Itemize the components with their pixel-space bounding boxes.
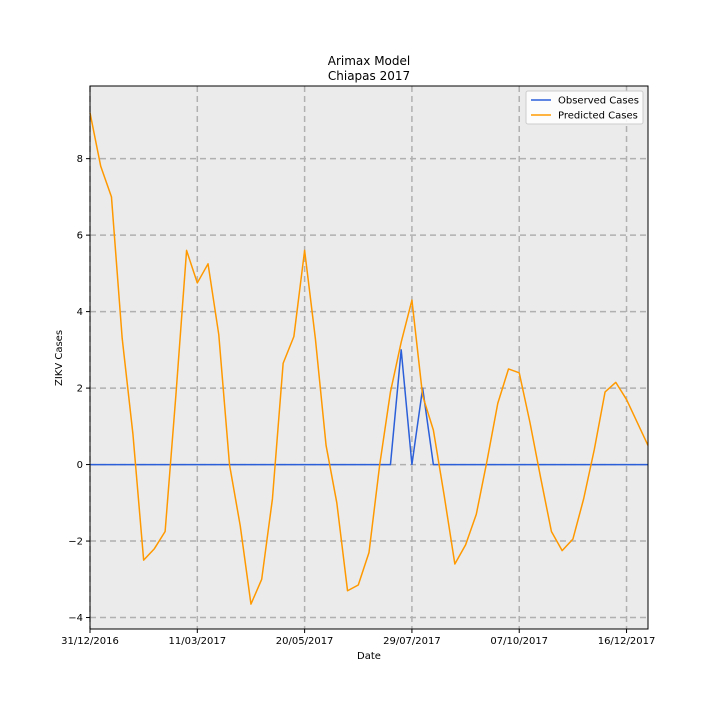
plot-area: 31/12/2016 11/03/2017 20/05/2017 29/07/2017…	[61, 85, 656, 647]
series-line-predicted-cases	[89, 112, 649, 605]
y-tick-label: 0	[77, 460, 83, 471]
x-tick-label: 16/12/2017	[598, 636, 656, 647]
chart-title: Arimax Model	[328, 54, 410, 68]
y-tick-label: 2	[77, 384, 83, 395]
y-tick-label: −4	[68, 613, 83, 624]
legend-label: Observed Cases	[558, 96, 639, 107]
y-tick-label: 4	[77, 307, 83, 318]
y-tick-label: −2	[68, 537, 83, 548]
series-line-observed-cases	[90, 349, 648, 466]
y-tick-label: 6	[77, 231, 83, 242]
x-tick-label: 29/07/2017	[383, 636, 441, 647]
x-axis-title: Date	[357, 651, 381, 662]
x-tick-label: 07/10/2017	[490, 636, 548, 647]
chart-subtitle: Chiapas 2017	[328, 69, 410, 83]
x-tick-label: 20/05/2017	[276, 636, 334, 647]
axes-frame	[89, 85, 649, 630]
legend-box	[525, 90, 644, 125]
x-tick-label: 31/12/2016	[61, 636, 119, 647]
y-tick-label: 8	[77, 154, 83, 165]
legend-label: Predicted Cases	[558, 111, 638, 122]
x-tick-label: 11/03/2017	[168, 636, 226, 647]
y-axis-title: ZIKV Cases	[54, 330, 65, 386]
